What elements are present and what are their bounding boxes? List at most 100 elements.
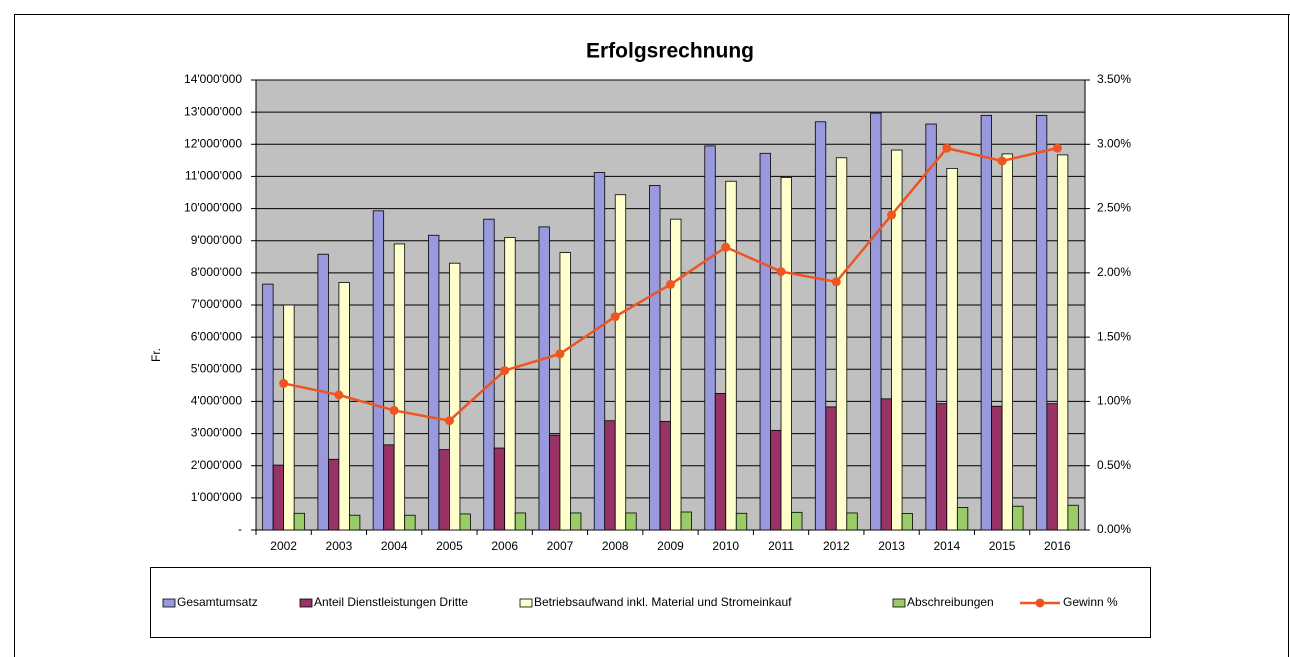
bar bbox=[1035, 114, 1048, 531]
bar bbox=[891, 149, 903, 531]
y-tick-label: 2'000'000 bbox=[191, 458, 243, 472]
line-marker bbox=[776, 267, 786, 277]
x-tick-label: 2009 bbox=[657, 539, 684, 553]
legend-swatch bbox=[519, 598, 533, 608]
bar bbox=[659, 420, 671, 531]
y2-tick-label: 0.50% bbox=[1097, 458, 1131, 472]
bar bbox=[1001, 153, 1013, 531]
bar bbox=[980, 114, 992, 531]
bar bbox=[272, 464, 285, 531]
bar bbox=[593, 172, 606, 531]
bar bbox=[704, 145, 716, 531]
x-tick-label: 2008 bbox=[602, 539, 629, 553]
y-tick-label: 9'000'000 bbox=[191, 233, 243, 247]
line-marker bbox=[334, 390, 344, 400]
y-tick-label: 14'000'000 bbox=[184, 72, 242, 86]
y-tick-label: 12'000'000 bbox=[184, 136, 242, 150]
bar bbox=[514, 512, 527, 531]
x-tick-label: 2005 bbox=[436, 539, 463, 553]
line-marker bbox=[942, 143, 952, 153]
bar bbox=[570, 512, 582, 531]
bar bbox=[327, 458, 340, 531]
y-tick-label: 5'000'000 bbox=[191, 361, 243, 375]
legend bbox=[150, 567, 1151, 638]
legend-swatch bbox=[162, 598, 176, 608]
y-tick-label: 1'000'000 bbox=[191, 490, 243, 504]
y-tick-label: 13'000'000 bbox=[184, 104, 242, 118]
y-tick-label: 3'000'000 bbox=[191, 426, 243, 440]
line-marker bbox=[997, 156, 1007, 166]
bar bbox=[925, 123, 937, 531]
bar bbox=[946, 167, 958, 531]
x-tick-label: 2002 bbox=[270, 539, 297, 553]
bar bbox=[680, 511, 692, 531]
y-tick-label: 4'000'000 bbox=[191, 394, 243, 408]
line-marker bbox=[666, 279, 675, 289]
bar bbox=[814, 121, 827, 531]
x-tick-label: 2006 bbox=[491, 539, 518, 553]
bar bbox=[835, 157, 848, 531]
line-marker bbox=[555, 349, 565, 359]
bar bbox=[870, 112, 882, 531]
line-marker bbox=[500, 366, 510, 376]
bar bbox=[1067, 504, 1079, 531]
y2-tick-label: 3.00% bbox=[1097, 136, 1131, 150]
line-marker bbox=[1052, 143, 1062, 153]
y-tick-label: 6'000'000 bbox=[191, 329, 243, 343]
bar bbox=[649, 185, 661, 531]
bar bbox=[559, 252, 571, 531]
bar bbox=[393, 243, 406, 531]
x-tick-label: 2016 bbox=[1044, 539, 1071, 553]
bar bbox=[846, 512, 858, 531]
bar bbox=[735, 512, 748, 531]
bar bbox=[604, 420, 616, 531]
legend-label: Gesamtumsatz bbox=[177, 595, 258, 609]
bar bbox=[780, 176, 792, 531]
y-axis-label: Fr. bbox=[149, 348, 163, 362]
x-tick-label: 2007 bbox=[547, 539, 574, 553]
bar bbox=[770, 429, 782, 531]
legend-label: Anteil Dienstleistungen Dritte bbox=[314, 595, 468, 609]
bar bbox=[438, 449, 450, 531]
x-tick-label: 2015 bbox=[989, 539, 1016, 553]
bar bbox=[625, 512, 637, 531]
bar bbox=[293, 512, 306, 531]
y-tick-label: 7'000'000 bbox=[191, 297, 243, 311]
bar bbox=[404, 514, 416, 531]
x-tick-label: 2012 bbox=[823, 539, 850, 553]
bar bbox=[991, 405, 1003, 531]
bar bbox=[614, 194, 627, 531]
bar bbox=[338, 282, 350, 531]
legend-swatch bbox=[1035, 598, 1045, 608]
legend-label: Betriebsaufwand inkl. Material und Strom… bbox=[534, 595, 792, 609]
y-tick-label: 11'000'000 bbox=[185, 169, 242, 183]
bar bbox=[483, 218, 495, 531]
y2-tick-label: 1.50% bbox=[1097, 329, 1131, 343]
bar bbox=[348, 514, 361, 531]
bar bbox=[262, 283, 274, 531]
line-marker bbox=[279, 378, 289, 388]
bar bbox=[493, 447, 506, 531]
bar bbox=[549, 434, 561, 531]
bar bbox=[759, 152, 771, 531]
bar bbox=[714, 392, 727, 531]
y2-tick-label: 3.50% bbox=[1097, 72, 1131, 86]
x-tick-label: 2010 bbox=[712, 539, 739, 553]
bar bbox=[504, 237, 516, 531]
x-tick-label: 2014 bbox=[933, 539, 960, 553]
bar bbox=[449, 262, 461, 531]
y-tick-label: - bbox=[238, 522, 242, 536]
bar bbox=[880, 398, 892, 531]
y-tick-label: 8'000'000 bbox=[191, 265, 243, 279]
bar bbox=[791, 511, 803, 531]
x-tick-label: 2003 bbox=[326, 539, 353, 553]
bar bbox=[372, 210, 385, 531]
line-marker bbox=[831, 277, 841, 287]
bar bbox=[383, 444, 395, 531]
y2-tick-label: 1.00% bbox=[1097, 394, 1131, 408]
line-marker bbox=[887, 210, 897, 220]
bar bbox=[901, 513, 913, 531]
legend-label: Gewinn % bbox=[1063, 595, 1118, 609]
legend-label: Abschreibungen bbox=[907, 595, 994, 609]
